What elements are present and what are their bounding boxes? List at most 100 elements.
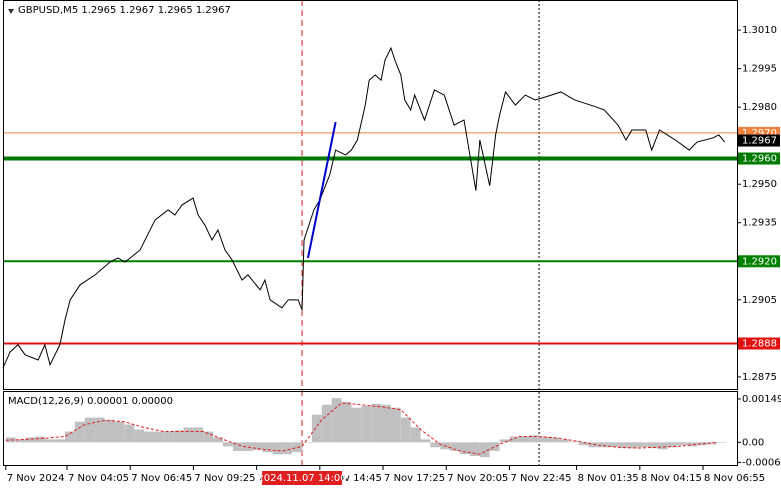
marks-layer — [2, 0, 737, 465]
macd-bar — [282, 442, 293, 455]
y-tick-label: 1.2995 — [742, 64, 777, 75]
macd-bar — [321, 404, 332, 443]
macd-bar — [499, 439, 510, 443]
macd-bar — [420, 439, 431, 443]
macd-bar — [647, 442, 658, 449]
level-label: 1.2960 — [742, 154, 777, 165]
macd-bar — [371, 403, 382, 443]
macd-bar — [193, 427, 204, 443]
macd-bar — [331, 398, 342, 443]
macd-bar — [272, 442, 283, 455]
macd-bar — [430, 442, 441, 448]
macd-bar — [15, 439, 26, 443]
macd-y-tick-label: 0.00 — [742, 437, 764, 448]
macd-bar — [558, 439, 569, 443]
x-tick-label: 7 Nov 22:45 — [510, 473, 571, 484]
macd-bar — [450, 442, 461, 452]
macd-bar — [489, 442, 500, 452]
overlay-line — [306, 121, 337, 259]
y-tick-label: 1.2950 — [742, 179, 777, 190]
macd-bar — [667, 442, 678, 448]
macd-bar — [173, 430, 184, 443]
y-tick-label: 1.3010 — [742, 25, 777, 36]
macd-bar — [627, 442, 638, 449]
main-panel-frame — [3, 0, 738, 390]
macd-title: MACD(12,26,9) 0.00001 0.00000 — [8, 396, 173, 407]
macd-bar — [163, 431, 174, 443]
level-label: 1.2970 — [742, 128, 777, 139]
x-tick-label: 8 Nov 06:55 — [704, 473, 765, 484]
x-tick-label: 7 Nov 17:25 — [384, 473, 445, 484]
macd-bar — [697, 442, 707, 446]
x-tick-label: 8 Nov 04:15 — [641, 473, 702, 484]
macd-bar — [618, 442, 628, 449]
macd-bar — [223, 442, 233, 447]
time-label-box — [262, 471, 343, 485]
macd-bar — [84, 417, 95, 443]
macd-bar — [144, 431, 154, 443]
macd-bar — [341, 401, 352, 443]
macd-bar — [381, 404, 391, 443]
x-tick-label: 7 Nov 14:45 — [321, 473, 382, 484]
macd-bar — [706, 442, 717, 445]
macd-bar — [548, 437, 559, 443]
macd-bar — [203, 431, 214, 443]
macd-bar — [578, 442, 589, 446]
macd-y-tick-label: 0.00149 — [742, 394, 781, 405]
y-tick-label: 1.2980 — [742, 102, 777, 113]
macd-bar — [262, 442, 273, 453]
y-tick-label: 1.2905 — [742, 295, 777, 306]
macd-bar — [134, 429, 145, 443]
x-tick-label: 7 Nov 06:45 — [131, 473, 192, 484]
x-tick-label: 7 Nov 2024 — [7, 473, 65, 484]
macd-bar — [460, 442, 470, 455]
macd-bar — [35, 436, 46, 443]
macd-bar — [65, 431, 75, 443]
macd-bar — [361, 405, 372, 443]
macd-bar — [657, 442, 668, 450]
current-price-label: 1.2967 — [742, 136, 777, 147]
macd-bar — [351, 407, 362, 443]
macd-bar — [5, 437, 16, 443]
macd-bar — [598, 442, 609, 448]
macd-bar — [25, 437, 36, 443]
macd-signal-line — [5, 402, 717, 455]
macd-bar — [539, 436, 549, 443]
macd-bar — [55, 439, 66, 443]
macd-bar — [608, 442, 619, 448]
macd-panel-frame — [3, 391, 738, 466]
macd-bar — [637, 442, 648, 448]
level-label-box — [738, 152, 780, 165]
x-tick-label: 8 Nov 01:35 — [578, 473, 639, 484]
chart-title: GBPUSD,M5 1.2965 1.2967 1.2965 1.2967 — [18, 5, 231, 16]
macd-bar — [687, 442, 698, 447]
macd-bar — [568, 441, 579, 443]
macd-bar — [45, 439, 56, 443]
time-label: 2024.11.07 14:00 — [257, 473, 346, 484]
macd-bar — [311, 414, 322, 443]
x-tick-label: 7 Nov 04:05 — [68, 473, 129, 484]
macd-bar — [153, 431, 164, 443]
symbol-icon — [8, 9, 14, 14]
level-label: 1.2888 — [742, 338, 777, 349]
y-tick-label: 1.2875 — [742, 372, 777, 383]
macd-bar — [400, 417, 411, 443]
macd-bar — [479, 442, 490, 458]
level-label-box — [738, 337, 780, 350]
macd-bar — [74, 421, 85, 443]
macd-bar — [519, 436, 530, 443]
labels-layer: 1.3010 1.2995 1.2980 1.2950 1.2935 1.2920 1.29… — [7, 25, 781, 485]
price-line — [2, 46, 726, 369]
macd-bar — [104, 419, 115, 443]
macd-bar — [469, 442, 480, 456]
level-label-box — [738, 255, 780, 268]
y-tick-label: 1.2935 — [742, 218, 777, 229]
macd-bar — [232, 442, 243, 452]
macd-bar — [242, 442, 253, 452]
macd-bar — [114, 421, 125, 443]
level-label-box — [738, 126, 780, 139]
macd-bar — [529, 435, 540, 443]
macd-bar — [677, 442, 688, 446]
